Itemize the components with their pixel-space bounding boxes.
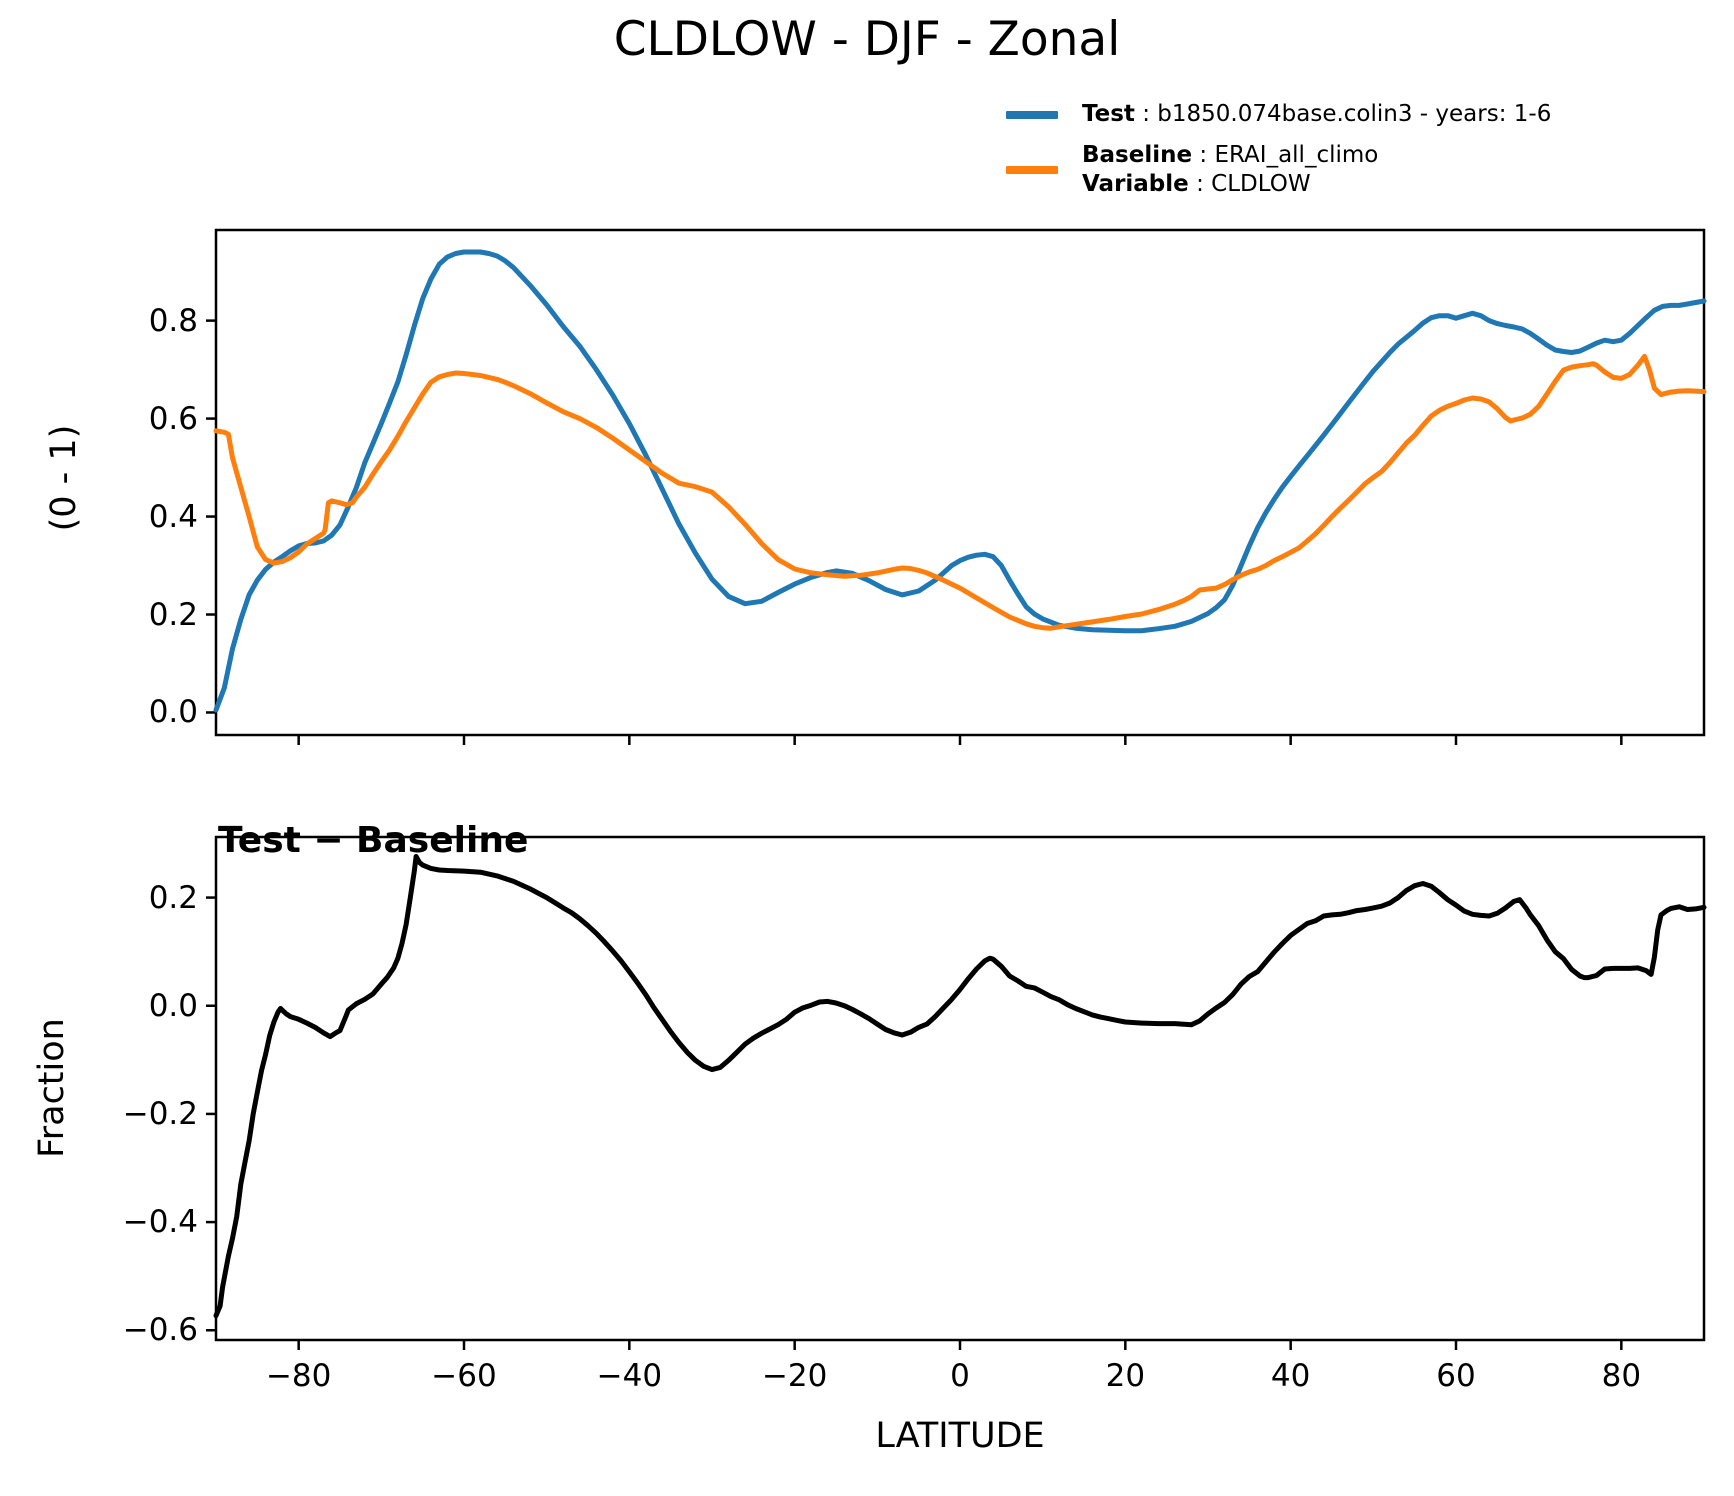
y-tick-label: 0.6 (148, 400, 198, 437)
legend: Test : b1850.074base.colin3 - years: 1-6… (1006, 100, 1606, 211)
baseline-line (213, 353, 1707, 631)
legend-variable-value: CLDLOW (1211, 171, 1311, 197)
legend-row-baseline: Baseline : ERAI_all_climo Variable : CLD… (1006, 141, 1606, 199)
legend-baseline-sep: : (1192, 142, 1215, 168)
legend-baseline-text: Baseline : ERAI_all_climo Variable : CLD… (1082, 141, 1378, 199)
y-tick-label: −0.4 (122, 1204, 198, 1241)
figure-title: CLDLOW - DJF - Zonal (613, 12, 1121, 67)
x-tick-label: 40 (1270, 1358, 1311, 1394)
x-tick-label: 80 (1601, 1358, 1642, 1394)
x-tick-label: −60 (431, 1358, 497, 1394)
plot-frame-2 (214, 835, 1706, 1342)
baseline-line-swatch (1006, 166, 1058, 174)
y-tick-label: 0.0 (148, 694, 198, 731)
x-tick-label: −40 (596, 1358, 663, 1394)
legend-baseline-key: Baseline (1082, 142, 1193, 168)
legend-test-sep: : (1134, 101, 1158, 127)
x-tick-label: −80 (265, 1358, 332, 1394)
y-tick-label: 0.2 (148, 596, 198, 633)
test-line (213, 249, 1707, 713)
y-tick-label: −0.6 (122, 1312, 198, 1349)
test-line-swatch (1006, 110, 1058, 119)
legend-variable-key: Variable (1082, 171, 1189, 197)
top-plot-y-axis-label: (0 - 1) (44, 424, 84, 532)
difference-line (213, 854, 1707, 1319)
x-tick-label: 60 (1436, 1358, 1476, 1394)
legend-test-text: Test : b1850.074base.colin3 - years: 1-6 (1082, 100, 1551, 129)
legend-variable-line: Variable : CLDLOW (1082, 170, 1378, 199)
plot-frame-1 (214, 228, 1706, 737)
difference-plot-y-axis-label: Fraction (32, 1018, 72, 1158)
y-tick-label: 0.4 (148, 498, 198, 535)
x-tick-label: 0 (950, 1358, 970, 1394)
x-axis-label: LATITUDE (875, 1416, 1045, 1456)
y-tick-label: −0.2 (122, 1095, 198, 1132)
legend-variable-sep: : (1188, 171, 1212, 197)
y-tick-label: 0.8 (148, 302, 198, 339)
y-tick-label: 0.0 (148, 987, 198, 1024)
difference-plot-title: Test − Baseline (218, 820, 529, 861)
x-tick-label: 20 (1105, 1358, 1146, 1394)
legend-row-test: Test : b1850.074base.colin3 - years: 1-6 (1006, 100, 1606, 129)
y-tick-label: 0.2 (148, 879, 198, 916)
legend-baseline-line: Baseline : ERAI_all_climo (1082, 141, 1378, 170)
legend-test-key: Test (1082, 101, 1135, 127)
legend-baseline-value: ERAI_all_climo (1214, 142, 1379, 168)
x-tick-label: −20 (761, 1358, 828, 1394)
legend-test-value: b1850.074base.colin3 - years: 1-6 (1157, 101, 1552, 127)
